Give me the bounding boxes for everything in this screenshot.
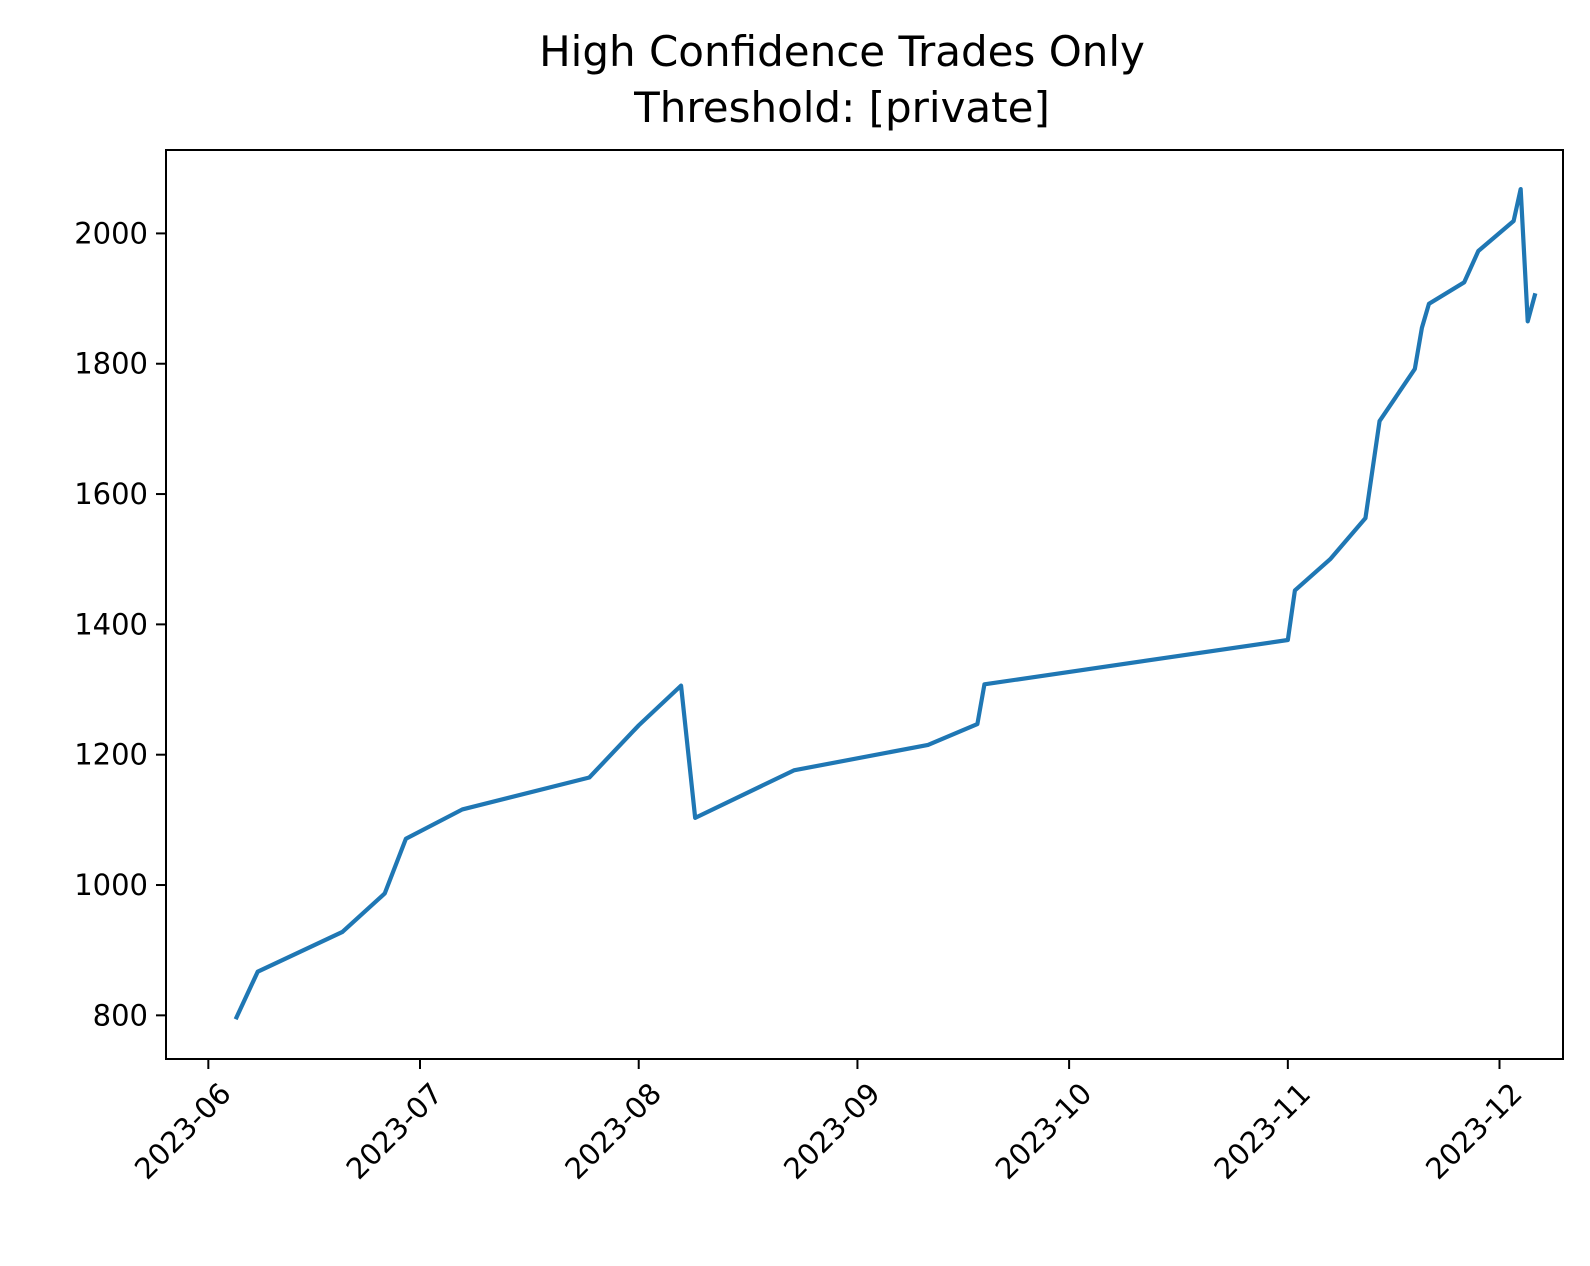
plot-area: 800 1000 1200 1400 1600 1800 2000 2023-06 2023-0… <box>74 149 1564 1186</box>
series-line-0 <box>233 187 1538 1021</box>
chart-subtitle: Threshold: [private] <box>633 83 1050 132</box>
x-tick-label: 2023-07 <box>340 1076 450 1186</box>
x-tick-label: 2023-10 <box>989 1076 1099 1186</box>
y-tick-label: 1200 <box>74 738 148 772</box>
x-tick-label: 2023-12 <box>1419 1076 1529 1186</box>
y-tick-label: 1000 <box>74 868 148 902</box>
chart-title: High Confidence Trades Only <box>539 27 1145 76</box>
y-tick-label: 800 <box>93 998 148 1032</box>
x-tick-label: 2023-09 <box>777 1076 887 1186</box>
x-tick-label: 2023-08 <box>558 1076 668 1186</box>
y-tick-label: 1800 <box>74 347 148 381</box>
axes-frame <box>165 149 1564 1060</box>
y-tick-label: 1400 <box>74 607 148 641</box>
x-tick-label: 2023-11 <box>1207 1076 1317 1186</box>
y-tick-label: 2000 <box>74 216 148 250</box>
y-tick-label: 1600 <box>74 477 148 511</box>
x-tick-label: 2023-06 <box>128 1076 238 1186</box>
